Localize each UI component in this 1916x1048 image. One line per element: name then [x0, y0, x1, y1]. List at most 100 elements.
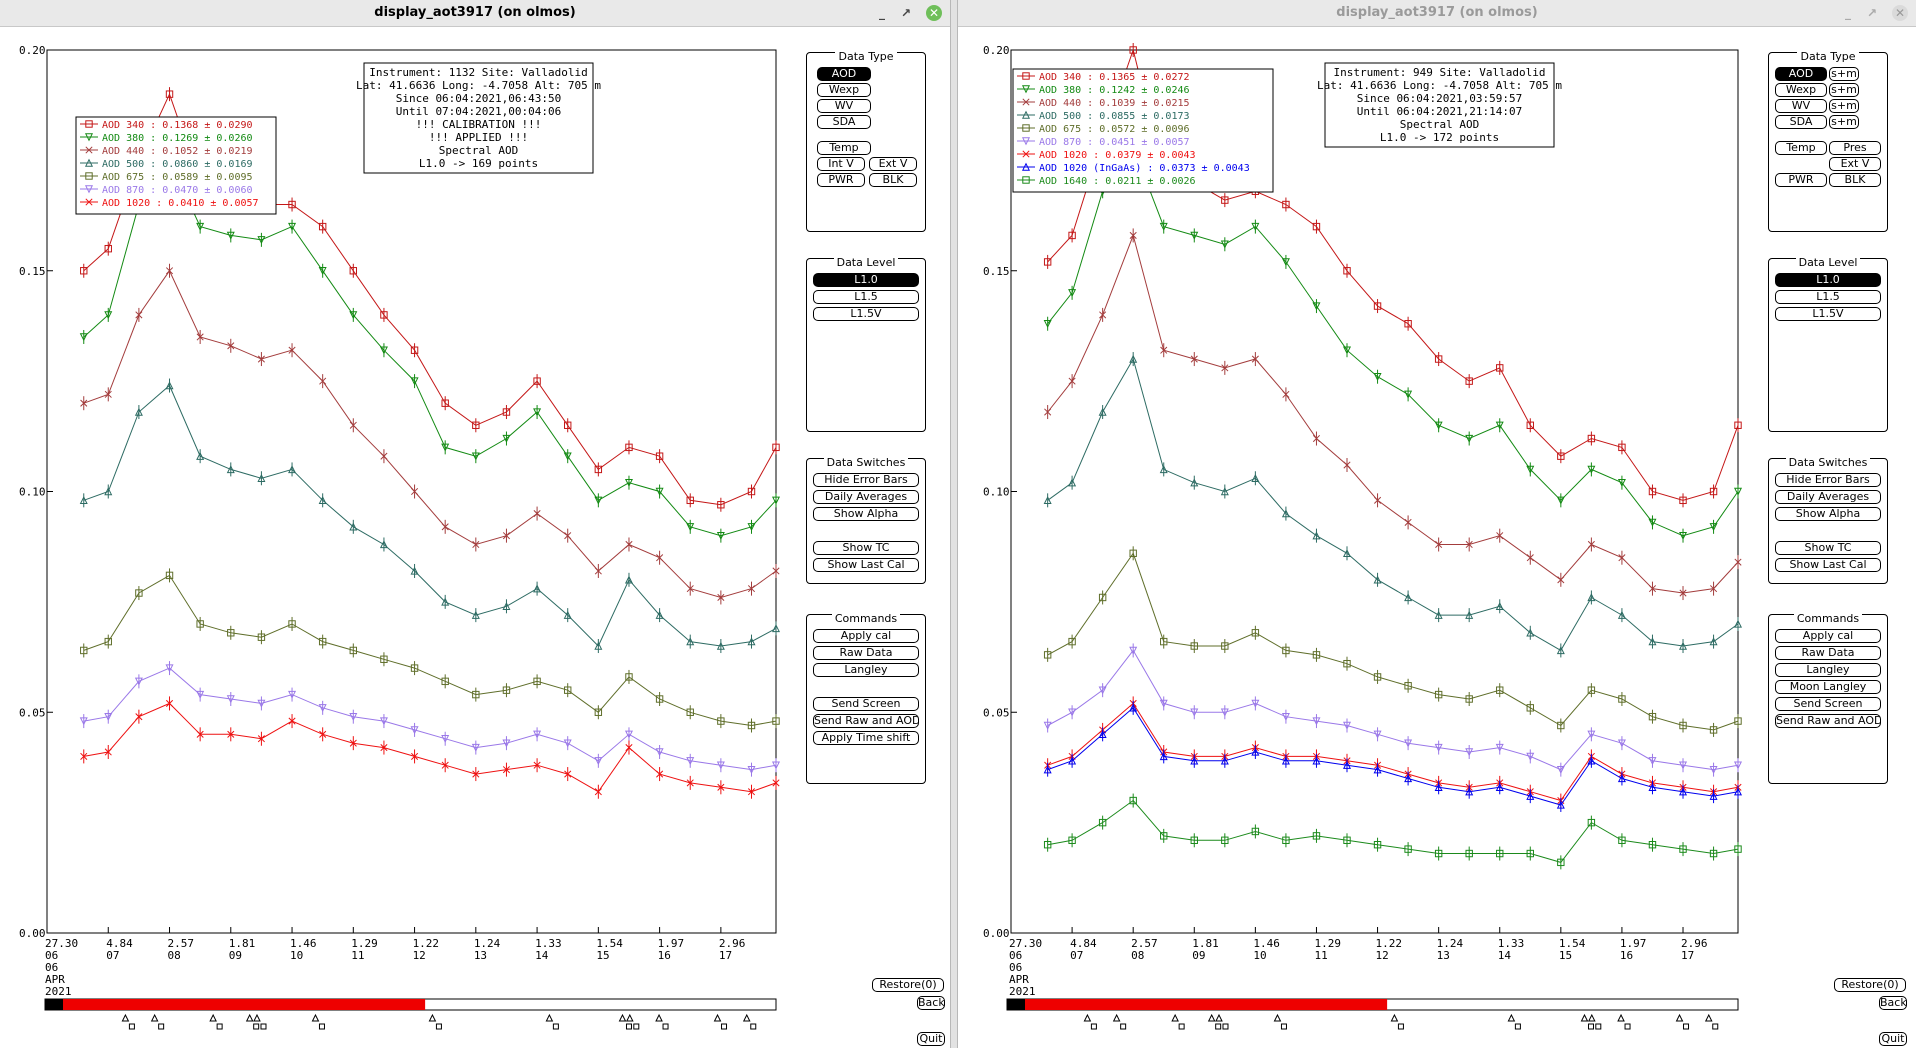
data-point: [1556, 496, 1565, 505]
data-type-s-m-button[interactable]: s+m: [1829, 67, 1859, 81]
data-type-pwr-button[interactable]: PWR: [1775, 173, 1827, 187]
data-type-wv-button[interactable]: WV: [1775, 99, 1827, 113]
x-tick-top-label: 1.81: [229, 937, 256, 950]
x-tick-day-label: 09: [1192, 949, 1205, 962]
legend-marker: [1021, 85, 1031, 94]
data-type-s-m-button[interactable]: s+m: [1829, 99, 1859, 113]
restore-button[interactable]: Restore(0): [872, 978, 944, 992]
apply-time-shift-button[interactable]: Apply Time shift: [813, 731, 919, 745]
data-type-int-v-button[interactable]: Int V: [817, 157, 865, 171]
daily-averages-button[interactable]: Daily Averages: [1775, 490, 1881, 504]
hide-error-bars-button[interactable]: Hide Error Bars: [813, 473, 919, 487]
x-date-label: 06: [1009, 961, 1022, 974]
series-line: [83, 667, 777, 771]
data-point: [1679, 496, 1687, 505]
x-tick-top-label: 27.30: [1009, 937, 1042, 950]
hide-error-bars-button[interactable]: Hide Error Bars: [1775, 473, 1881, 487]
maximize-icon[interactable]: ↗: [1866, 6, 1878, 20]
data-type-blk-button[interactable]: BLK: [869, 173, 917, 187]
legend-marker: [1022, 176, 1030, 184]
data-type-temp-button[interactable]: Temp: [1775, 141, 1827, 155]
data-type-s-m-button[interactable]: s+m: [1829, 115, 1859, 129]
timeline-marker: [1178, 1023, 1185, 1030]
data-level-l1-5-button[interactable]: L1.5: [813, 290, 919, 304]
send-raw-and-aod-button[interactable]: Send Raw and AOD: [1775, 714, 1881, 728]
data-type-sda-button[interactable]: SDA: [817, 115, 871, 129]
data-type-sda-button[interactable]: SDA: [1775, 115, 1827, 129]
raw-data-button[interactable]: Raw Data: [1775, 646, 1881, 660]
close-icon[interactable]: ✕: [1892, 5, 1908, 21]
moon-langley-button[interactable]: Moon Langley: [1775, 680, 1881, 694]
data-point: [1099, 311, 1107, 319]
maximize-icon[interactable]: ↗: [900, 6, 912, 20]
data-type-pres-button[interactable]: Pres: [1829, 141, 1881, 155]
daily-averages-button[interactable]: Daily Averages: [813, 490, 919, 504]
data-point: [134, 407, 143, 416]
show-tc-button[interactable]: Show TC: [1775, 541, 1881, 555]
quit-button[interactable]: Quit: [1879, 1032, 1907, 1046]
x-tick-day-label: 15: [596, 949, 609, 962]
legend-marker: [84, 133, 94, 142]
data-type-ext-v-button[interactable]: Ext V: [1829, 157, 1881, 171]
timeline-marker: [1397, 1023, 1404, 1030]
panel-title: Data Type: [1769, 45, 1887, 64]
show-tc-button[interactable]: Show TC: [813, 541, 919, 555]
timeline-marker: [662, 1023, 669, 1030]
data-level-l1-5v-button[interactable]: L1.5V: [813, 307, 919, 321]
data-type-s-m-button[interactable]: s+m: [1829, 83, 1859, 97]
send-raw-and-aod-button[interactable]: Send Raw and AOD: [813, 714, 919, 728]
legend-entry: AOD 380 : 0.1242 ± 0.0246: [1039, 85, 1190, 96]
data-point: [747, 788, 756, 796]
data-point: [1587, 540, 1595, 549]
apply-cal-button[interactable]: Apply cal: [813, 629, 919, 643]
show-last-cal-button[interactable]: Show Last Cal: [1775, 558, 1881, 572]
apply-cal-button[interactable]: Apply cal: [1775, 629, 1881, 643]
data-type-ext-v-button[interactable]: Ext V: [869, 157, 917, 171]
panel-title-text: Data Type: [1797, 50, 1859, 63]
data-point: [257, 236, 266, 245]
minimize-icon[interactable]: _: [879, 6, 885, 20]
send-screen-button[interactable]: Send Screen: [1775, 697, 1881, 711]
x-tick-top-label: 1.54: [596, 937, 623, 950]
show-alpha-button[interactable]: Show Alpha: [1775, 507, 1881, 521]
data-type-aod-button[interactable]: AOD: [1775, 67, 1827, 81]
langley-button[interactable]: Langley: [1775, 663, 1881, 677]
data-type-blk-button[interactable]: BLK: [1829, 173, 1881, 187]
data-type-wv-button[interactable]: WV: [817, 99, 871, 113]
quit-button[interactable]: Quit: [917, 1032, 945, 1046]
restore-button[interactable]: Restore(0): [1834, 978, 1906, 992]
data-point: [563, 452, 572, 461]
data-level-l1-5v-button[interactable]: L1.5V: [1775, 307, 1881, 321]
minimize-icon[interactable]: _: [1845, 6, 1851, 20]
timeline-marker: [1675, 1013, 1684, 1022]
legend-marker: [85, 120, 93, 128]
data-type-temp-button[interactable]: Temp: [817, 141, 871, 155]
legend-marker: [1021, 137, 1031, 146]
legend-marker: [85, 198, 93, 206]
data-type-aod-button[interactable]: AOD: [817, 67, 871, 81]
back-button[interactable]: Back: [917, 996, 945, 1010]
data-level-l1-0-button[interactable]: L1.0: [1775, 273, 1881, 287]
show-last-cal-button[interactable]: Show Last Cal: [813, 558, 919, 572]
show-alpha-button[interactable]: Show Alpha: [813, 507, 919, 521]
langley-button[interactable]: Langley: [813, 663, 919, 677]
data-point: [1373, 373, 1382, 382]
data-point: [1129, 354, 1138, 363]
right-aod-chart[interactable]: 0.000.050.100.150.2027.30064.84072.57081…: [958, 26, 1916, 1048]
data-point: [1526, 791, 1535, 800]
x-tick-top-label: 1.24: [474, 937, 501, 950]
close-icon[interactable]: ✕: [926, 5, 942, 21]
send-screen-button[interactable]: Send Screen: [813, 697, 919, 711]
timeline-marker: [121, 1013, 130, 1022]
data-point: [196, 730, 204, 738]
left-aod-chart[interactable]: 0.000.050.100.150.2027.30064.84072.57081…: [0, 26, 950, 1048]
data-point: [1465, 748, 1474, 757]
data-type-pwr-button[interactable]: PWR: [817, 173, 865, 187]
data-level-l1-5-button[interactable]: L1.5: [1775, 290, 1881, 304]
back-button[interactable]: Back: [1879, 996, 1907, 1010]
data-type-wexp-button[interactable]: Wexp: [1775, 83, 1827, 97]
data-level-l1-0-button[interactable]: L1.0: [813, 273, 919, 287]
data-point: [1648, 487, 1657, 496]
raw-data-button[interactable]: Raw Data: [813, 646, 919, 660]
data-type-wexp-button[interactable]: Wexp: [817, 83, 871, 97]
